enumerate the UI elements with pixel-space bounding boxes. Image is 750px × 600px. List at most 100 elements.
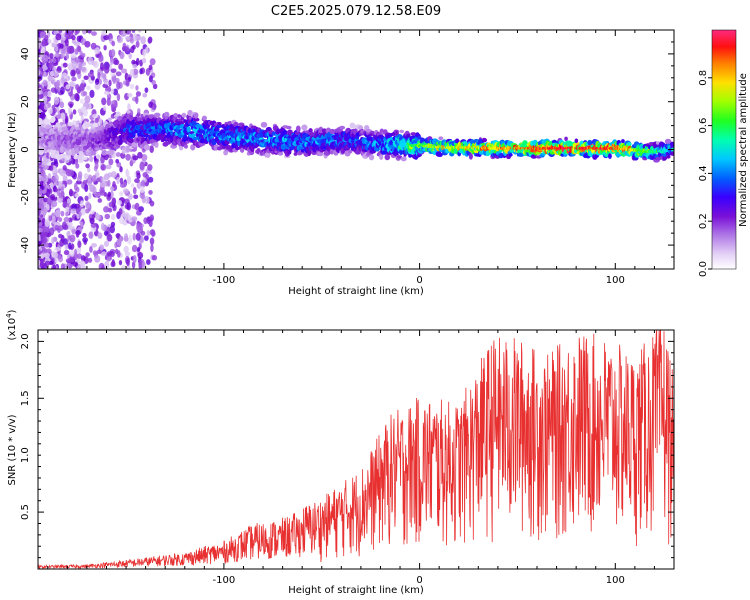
heatmap-noise-cell (126, 175, 132, 185)
heatmap-noise-cell (38, 68, 41, 77)
heatmap-noise-cell (82, 232, 87, 238)
heatmap-noise-cell (131, 30, 136, 34)
heatmap-noise-cell (38, 227, 44, 233)
heatmap-noise-cell (118, 260, 123, 266)
heatmap-noise-cell (98, 53, 104, 62)
heatmap-cell (96, 154, 101, 160)
heatmap-noise-cell (49, 182, 54, 190)
heatmap-cell (59, 145, 64, 153)
heatmap-noise-cell (47, 173, 52, 179)
heatmap-cell (566, 140, 573, 147)
y-tick-label: -20 (20, 189, 31, 205)
heatmap-noise-cell (147, 37, 152, 44)
heatmap-noise-cell (89, 246, 93, 253)
heatmap-noise-cell (146, 259, 151, 265)
heatmap-noise-cell (112, 57, 119, 65)
heatmap-noise-cell (74, 92, 80, 102)
spectrogram-axes: -100 0 100 -40 -20 0 20 40 (20, 29, 675, 286)
heatmap-cell (153, 112, 161, 118)
heatmap-noise-cell (106, 233, 113, 242)
heatmap-noise-cell (128, 53, 132, 60)
heatmap-noise-cell (103, 240, 110, 247)
heatmap-noise-cell (108, 79, 112, 87)
heatmap-noise-cell (70, 69, 76, 77)
heatmap-noise-cell (118, 208, 123, 215)
heatmap-noise-cell (84, 95, 91, 104)
snr-scale-factor: (x104) (5, 309, 18, 340)
heatmap-noise-cell (119, 51, 125, 60)
heatmap-cell (379, 154, 384, 160)
heatmap-noise-cell (110, 103, 115, 110)
heatmap-noise-cell (120, 264, 127, 269)
heatmap-noise-cell (81, 265, 87, 269)
heatmap-noise-cell (60, 75, 65, 85)
heatmap-noise-cell (148, 219, 153, 228)
heatmap-noise-cell (101, 265, 105, 269)
heatmap-noise-cell (51, 251, 57, 258)
heatmap-noise-cell (127, 92, 133, 98)
heatmap-noise-cell (56, 168, 64, 174)
heatmap-noise-cell (79, 221, 84, 228)
y-tick-label: -40 (20, 237, 31, 253)
heatmap-noise-cell (116, 81, 121, 90)
heatmap-noise-cell (131, 244, 138, 253)
heatmap-cell (275, 128, 280, 135)
heatmap-cell (437, 152, 443, 158)
heatmap-noise-cell (107, 179, 111, 187)
heatmap-noise-cell (82, 180, 88, 185)
heatmap-noise-cell (116, 239, 122, 246)
heatmap-cell (179, 146, 184, 151)
heatmap-noise-cell (60, 210, 65, 217)
heatmap-cell (181, 112, 187, 118)
heatmap-noise-cell (61, 221, 67, 230)
heatmap-noise-cell (68, 256, 75, 263)
heatmap-cell (260, 121, 268, 128)
heatmap-cell (468, 153, 473, 160)
heatmap-noise-cell (89, 155, 94, 163)
heatmap-noise-cell (54, 246, 61, 252)
heatmap-noise-cell (80, 208, 86, 216)
heatmap-noise-cell (129, 68, 135, 77)
heatmap-noise-cell (135, 232, 141, 241)
heatmap-noise-cell (89, 89, 95, 98)
heatmap-noise-cell (38, 202, 45, 212)
heatmap-noise-cell (77, 108, 82, 114)
heatmap-noise-cell (45, 164, 49, 170)
heatmap-noise-cell (115, 158, 120, 164)
heatmap-cell (81, 156, 88, 161)
heatmap-noise-cell (58, 256, 64, 263)
y-tick-label: 2.0 (20, 333, 31, 349)
heatmap-noise-cell (63, 238, 68, 246)
heatmap-noise-cell (51, 215, 56, 225)
heatmap-noise-cell (148, 64, 153, 71)
heatmap-cell (665, 155, 671, 159)
heatmap-noise-cell (149, 145, 154, 153)
heatmap-cell (250, 125, 257, 129)
x-tick-label: -100 (213, 575, 236, 586)
heatmap-cell (508, 153, 513, 157)
heatmap-noise-cell (68, 242, 72, 250)
heatmap-noise-cell (48, 215, 53, 222)
heatmap-noise-cell (70, 53, 77, 59)
heatmap-noise-cell (100, 163, 107, 171)
heatmap-noise-cell (110, 171, 117, 178)
heatmap-noise-cell (71, 229, 77, 235)
heatmap-noise-cell (93, 60, 99, 69)
heatmap-noise-cell (73, 248, 78, 257)
x-tick-label: 100 (606, 275, 625, 286)
heatmap-cell (329, 128, 336, 134)
heatmap-cell (217, 122, 222, 126)
heatmap-cell (186, 126, 191, 133)
heatmap-noise-cell (38, 86, 42, 95)
heatmap-cell (285, 125, 292, 130)
heatmap-noise-cell (106, 97, 111, 106)
colorbar-tick-label: 0.6 (698, 118, 709, 134)
heatmap-noise-cell (137, 151, 143, 159)
heatmap-noise-cell (118, 216, 125, 225)
x-tick-label: 0 (416, 275, 422, 286)
heatmap-noise-cell (101, 97, 107, 106)
heatmap-noise-cell (126, 257, 130, 267)
heatmap-noise-cell (100, 62, 104, 71)
heatmap-noise-cell (120, 30, 127, 37)
